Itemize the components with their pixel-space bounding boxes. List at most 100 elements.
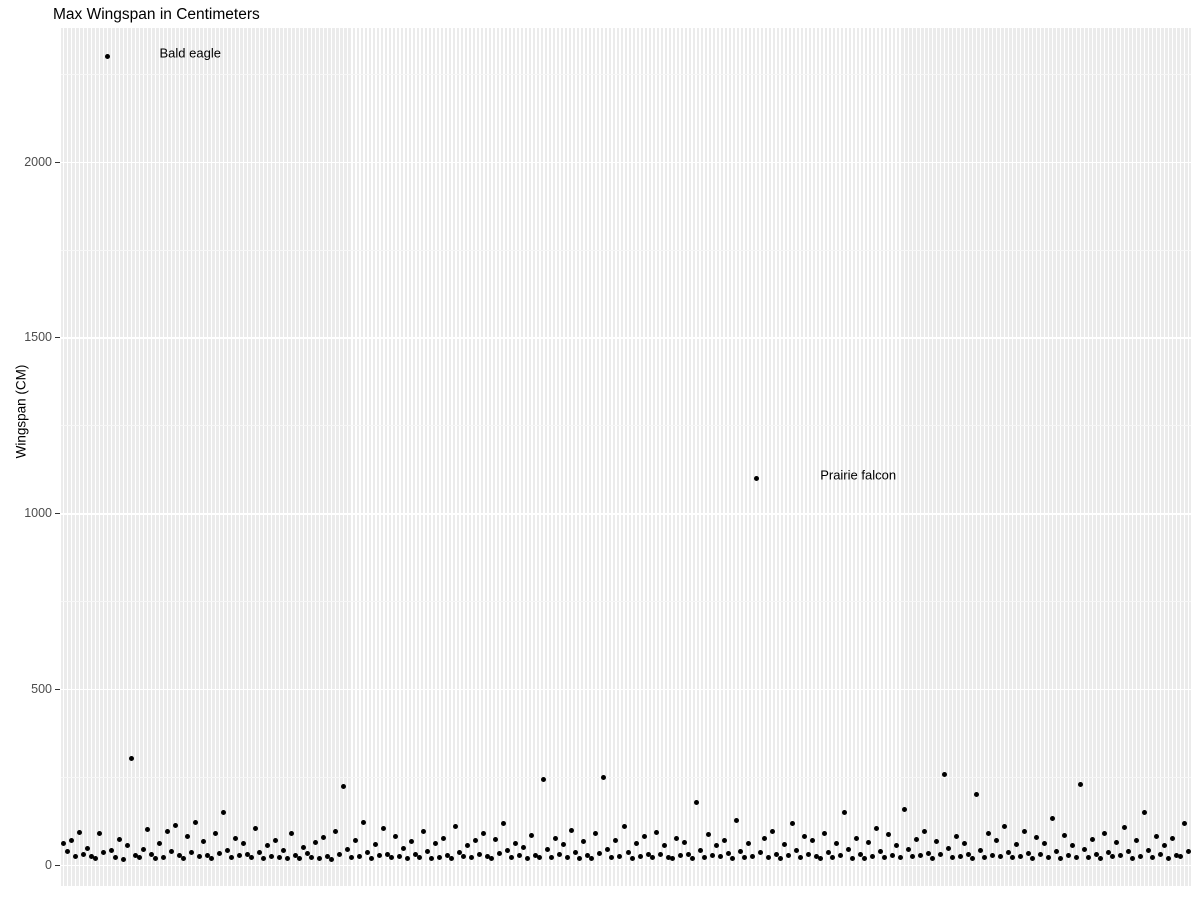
data-point: [80, 851, 86, 857]
gridline-vertical: [130, 28, 133, 886]
gridline-vertical: [547, 28, 549, 886]
gridline-vertical: [298, 28, 301, 886]
data-point: [249, 855, 255, 861]
data-point: [1114, 839, 1120, 845]
gridline-vertical: [418, 28, 421, 886]
data-point: [177, 852, 183, 858]
data-point: [349, 855, 355, 861]
data-point: [273, 838, 279, 844]
data-point: [161, 855, 166, 861]
y-tick-label: 2000: [24, 154, 52, 169]
gridline-vertical: [935, 28, 938, 886]
gridline-horizontal-major: [61, 689, 1191, 691]
gridline-vertical: [158, 28, 161, 886]
gridline-vertical: [803, 28, 805, 886]
gridline-vertical: [735, 28, 737, 886]
gridline-vertical: [74, 28, 77, 886]
gridline-vertical: [723, 28, 725, 886]
data-point: [489, 856, 495, 862]
gridline-vertical: [282, 28, 285, 886]
gridline-vertical: [170, 28, 173, 886]
data-point: [469, 855, 475, 861]
data-point: [100, 850, 106, 856]
gridline-vertical: [787, 28, 789, 886]
gridline-vertical: [242, 28, 245, 886]
gridline-vertical: [627, 28, 629, 886]
data-point: [625, 849, 631, 855]
data-point: [645, 852, 651, 858]
data-point: [957, 853, 963, 859]
data-point: [801, 833, 807, 839]
gridline-vertical: [94, 28, 97, 886]
data-point: [529, 832, 535, 838]
data-point: [877, 849, 883, 855]
data-point: [1106, 850, 1111, 856]
gridline-vertical: [226, 28, 229, 886]
gridline-vertical: [763, 28, 765, 886]
gridline-vertical: [1131, 28, 1134, 886]
gridline-vertical: [611, 28, 613, 886]
data-point: [825, 850, 831, 856]
data-point: [609, 855, 615, 861]
gridline-vertical: [322, 28, 325, 886]
gridline-vertical: [1155, 28, 1158, 886]
gridline-vertical: [667, 28, 669, 886]
data-point: [705, 832, 711, 838]
gridline-vertical: [579, 28, 581, 886]
data-point: [261, 856, 267, 862]
data-point: [929, 856, 935, 862]
gridline-vertical: [154, 28, 157, 886]
data-point: [124, 842, 130, 848]
gridline-vertical: [771, 28, 773, 886]
data-point: [313, 839, 319, 845]
data-point: [153, 856, 158, 862]
data-point: [193, 820, 199, 826]
gridline-vertical: [983, 28, 986, 886]
gridline-vertical: [162, 28, 165, 886]
data-point: [949, 855, 955, 861]
data-point: [1045, 855, 1051, 861]
data-point: [237, 853, 243, 859]
gridline-vertical: [523, 28, 525, 886]
gridline-vertical: [979, 28, 982, 886]
data-point: [545, 846, 551, 852]
data-point: [573, 850, 579, 856]
data-point: [365, 850, 371, 856]
data-point: [945, 845, 951, 851]
data-point: [201, 839, 207, 845]
data-point: [1029, 856, 1035, 862]
gridline-vertical: [623, 28, 625, 886]
gridline-vertical: [1079, 28, 1082, 886]
data-point: [285, 855, 291, 861]
data-point: [421, 829, 427, 835]
gridline-vertical: [1019, 28, 1022, 886]
page-title: Max Wingspan in Centimeters: [53, 6, 260, 23]
gridline-vertical: [1007, 28, 1010, 886]
gridline-vertical: [891, 28, 894, 886]
gridline-vertical: [883, 28, 886, 886]
gridline-vertical: [699, 28, 701, 886]
gridline-vertical: [342, 28, 345, 886]
data-point: [140, 846, 146, 852]
data-point: [617, 853, 623, 859]
vertical-gridlines: [61, 28, 1191, 886]
gridline-vertical: [875, 28, 878, 886]
data-point: [413, 852, 419, 858]
gridline-vertical: [422, 28, 425, 886]
gridline-vertical: [811, 28, 813, 886]
data-point: [213, 830, 219, 836]
gridline-horizontal-major: [61, 161, 1191, 163]
gridline-vertical: [863, 28, 866, 886]
data-point: [1049, 815, 1055, 821]
gridline-vertical: [1091, 28, 1094, 886]
data-point: [969, 855, 975, 861]
data-point: [1057, 855, 1063, 861]
gridline-vertical: [218, 28, 221, 886]
data-point: [845, 847, 851, 853]
gridline-vertical: [519, 28, 521, 886]
data-point: [409, 839, 415, 845]
y-tick-label: 0: [45, 857, 52, 872]
y-tick-mark: [55, 513, 60, 515]
data-point: [173, 823, 179, 829]
data-point: [1053, 848, 1059, 854]
